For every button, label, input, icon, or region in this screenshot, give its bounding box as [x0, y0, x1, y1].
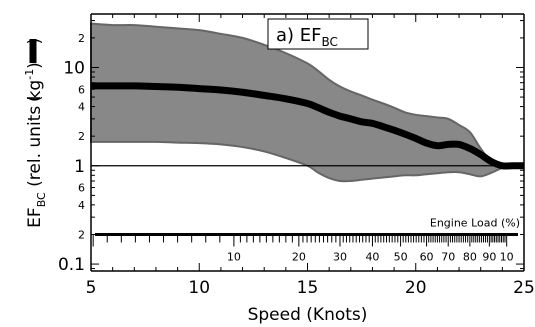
- y-axis-title-part: BC: [35, 192, 48, 207]
- y-major-tick-label: 10: [63, 58, 85, 78]
- y-minor-tick-label: 6: [78, 182, 85, 195]
- y-minor-tick-label: 2: [78, 130, 85, 143]
- series-line-layer: [91, 82, 524, 170]
- x-tick-label: 10: [188, 278, 210, 298]
- x-axis-title: Speed (Knots): [248, 305, 368, 325]
- y-minor-tick-label: 6: [78, 83, 85, 96]
- y-major-tick-label: 1: [74, 157, 85, 177]
- engine-load-tick-label: 90: [482, 250, 496, 263]
- engine-load-tick-label: 60: [420, 250, 434, 263]
- engine-load-tick-label: 80: [463, 250, 477, 263]
- engine-load-axis: 10 20 30 40 50 60 70 80 90 10 Engine Load (%): [92, 216, 520, 263]
- engine-load-tick-label: 20: [292, 250, 306, 263]
- engine-load-tick-label: 30: [333, 250, 347, 263]
- y-axis-title-part: ): [25, 62, 45, 69]
- x-tick-label: 15: [297, 278, 319, 298]
- engine-load-tick-label: 40: [365, 250, 379, 263]
- panel-label-prefix: a) EF: [276, 25, 322, 46]
- engine-load-tick-label: 50: [394, 250, 408, 263]
- engine-load-tick-label: 70: [441, 250, 455, 263]
- x-tick-label: 25: [513, 278, 535, 298]
- engine-load-tick-label: 10: [500, 250, 514, 263]
- y-minor-tick-label: 2: [78, 228, 85, 241]
- engine-load-title: Engine Load (%): [430, 216, 520, 229]
- x-tick-label: 5: [86, 278, 97, 298]
- panel-label-sub: BC: [322, 35, 338, 49]
- panel-label-box: [267, 18, 369, 50]
- panel-label: a) EFBC: [276, 25, 338, 49]
- y-major-tick-label: 0.1: [58, 255, 85, 275]
- y-axis-title: EFBC (rel. units kg-1): [23, 62, 48, 228]
- y-minor-tick-label: 4: [78, 199, 85, 212]
- y-minor-tick-label: 4: [78, 101, 85, 114]
- y-axis-title-part: (rel. units kg: [25, 80, 45, 192]
- engine-load-tick-label: 10: [227, 250, 241, 263]
- y-minor-tick-label: 2: [78, 32, 85, 45]
- tick-layer: [90, 14, 525, 271]
- y-axis-title-part: EF: [25, 207, 45, 228]
- legend-bracket-left: (: [25, 96, 45, 103]
- y-axis-title-part: -1: [23, 69, 36, 80]
- series-line: [91, 82, 524, 170]
- x-tick-label: 20: [405, 278, 427, 298]
